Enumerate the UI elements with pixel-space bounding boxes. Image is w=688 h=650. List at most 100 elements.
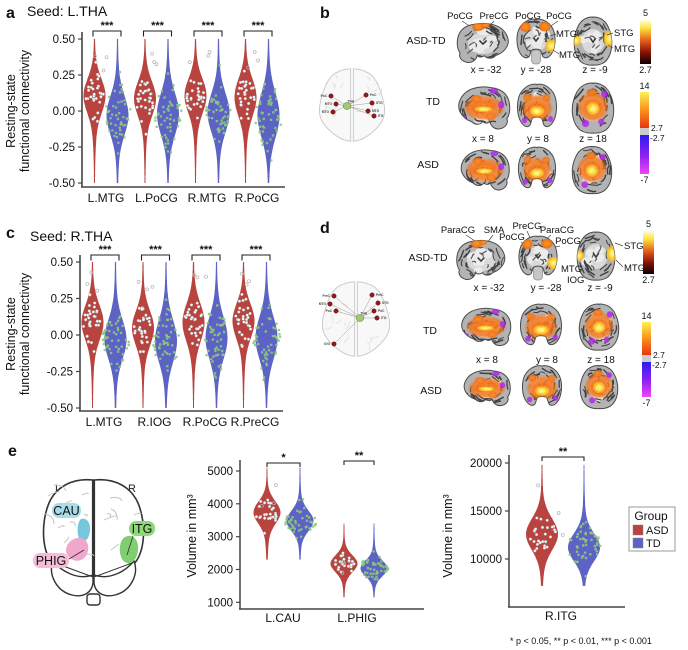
svg-text:L: L [55, 483, 61, 495]
svg-text:MTG: MTG [561, 264, 582, 275]
svg-text:STG: STG [376, 101, 383, 105]
svg-text:y = -28: y = -28 [521, 65, 552, 76]
svg-text:SMA: SMA [484, 225, 505, 236]
svg-text:x = 8: x = 8 [476, 355, 498, 366]
svg-text:5: 5 [646, 219, 651, 229]
svg-text:2.7: 2.7 [639, 65, 652, 75]
svg-text:x = -32: x = -32 [474, 283, 505, 294]
svg-text:R.PreCG: R.PreCG [231, 415, 280, 429]
svg-text:PoC: PoC [321, 94, 328, 98]
svg-text:2000: 2000 [207, 565, 233, 577]
svg-text:5000: 5000 [207, 466, 233, 478]
svg-text:***: *** [250, 244, 264, 256]
svg-text:0.00: 0.00 [53, 106, 75, 118]
svg-text:PoCG: PoCG [515, 11, 541, 22]
svg-text:b: b [320, 5, 330, 22]
svg-text:IOG: IOG [567, 275, 584, 286]
svg-text:MTG: MTG [325, 102, 333, 106]
svg-text:PreC: PreC [323, 294, 331, 298]
svg-text:ParaCG: ParaCG [540, 225, 574, 236]
svg-text:*: * [281, 452, 286, 464]
svg-text:2.7: 2.7 [653, 350, 665, 360]
svg-text:TD: TD [426, 96, 440, 108]
svg-text:5: 5 [643, 8, 648, 18]
svg-text:-0.50: -0.50 [49, 178, 75, 190]
svg-text:d: d [320, 220, 330, 237]
svg-text:STG: STG [382, 301, 389, 305]
svg-text:2.7: 2.7 [642, 275, 655, 285]
svg-text:MTG: MTG [319, 302, 327, 306]
svg-text:e: e [8, 443, 17, 460]
svg-text:ITG: ITG [132, 522, 153, 536]
svg-text:PreCG: PreCG [512, 221, 541, 232]
svg-text:0.50: 0.50 [53, 34, 75, 46]
svg-text:R.PoCG: R.PoCG [183, 415, 228, 429]
svg-text:ITG: ITG [378, 114, 384, 118]
svg-text:***: *** [101, 20, 115, 32]
svg-text:* p < 0.05, ** p < 0.01, *** p: * p < 0.05, ** p < 0.01, *** p < 0.001 [510, 636, 652, 646]
svg-text:PreCG: PreCG [479, 11, 508, 22]
svg-text:z = -9: z = -9 [582, 65, 608, 76]
svg-text:z = -9: z = -9 [587, 283, 613, 294]
svg-text:x = 8: x = 8 [472, 134, 494, 145]
svg-text:PoCG: PoCG [447, 11, 473, 22]
svg-text:MTG: MTG [556, 29, 577, 40]
svg-text:y = 8: y = 8 [536, 355, 558, 366]
svg-text:TD: TD [646, 538, 661, 550]
svg-text:CAU: CAU [53, 504, 79, 518]
svg-text:4000: 4000 [207, 499, 233, 511]
svg-text:IOG: IOG [324, 342, 330, 346]
svg-text:THA: THA [361, 312, 368, 316]
svg-text:PoCG: PoCG [546, 11, 572, 22]
svg-text:ParaCG: ParaCG [441, 225, 475, 236]
svg-text:1000: 1000 [207, 597, 233, 609]
svg-text:PoCG: PoCG [499, 232, 525, 243]
svg-text:R.ITG: R.ITG [545, 609, 577, 623]
svg-text:MTG: MTG [322, 110, 330, 114]
svg-text:R.IOG: R.IOG [137, 415, 171, 429]
svg-text:functional connectivity: functional connectivity [18, 272, 32, 395]
svg-text:L.MTG: L.MTG [88, 191, 125, 205]
svg-text:Resting-state: Resting-state [4, 74, 18, 148]
svg-text:14: 14 [639, 81, 649, 91]
svg-text:PoC: PoC [370, 93, 377, 97]
svg-text:ASD-TD: ASD-TD [406, 35, 446, 47]
svg-text:***: *** [151, 20, 165, 32]
svg-text:Seed: R.THA: Seed: R.THA [30, 228, 113, 244]
svg-text:c: c [6, 225, 15, 242]
svg-text:***: *** [252, 20, 266, 32]
svg-text:-2.7: -2.7 [650, 133, 665, 143]
svg-text:20000: 20000 [470, 458, 502, 470]
svg-text:L.PoCG: L.PoCG [135, 191, 178, 205]
svg-text:MTG: MTG [372, 109, 380, 113]
svg-text:***: *** [202, 20, 216, 32]
svg-text:0.25: 0.25 [53, 70, 75, 82]
svg-text:MTG: MTG [624, 263, 645, 274]
svg-text:R: R [128, 483, 136, 495]
svg-text:ASD: ASD [417, 159, 439, 171]
svg-text:ASD-TD: ASD-TD [408, 252, 448, 264]
svg-text:***: *** [200, 244, 214, 256]
svg-text:0.50: 0.50 [51, 257, 73, 269]
svg-text:2.7: 2.7 [651, 123, 663, 133]
svg-text:MTG: MTG [559, 50, 580, 61]
svg-text:***: *** [99, 244, 113, 256]
svg-text:STG: STG [624, 241, 644, 252]
svg-text:-0.50: -0.50 [47, 403, 73, 415]
svg-text:a: a [6, 5, 15, 22]
svg-text:THA: THA [348, 100, 355, 104]
svg-text:Resting-state: Resting-state [4, 297, 18, 371]
svg-text:MTG: MTG [614, 44, 635, 55]
svg-text:PoC: PoC [378, 309, 385, 313]
svg-text:L.PHIG: L.PHIG [337, 611, 376, 625]
svg-text:**: ** [559, 446, 568, 458]
svg-text:functional connectivity: functional connectivity [18, 49, 32, 172]
svg-text:15000: 15000 [470, 506, 502, 518]
svg-text:10000: 10000 [470, 554, 502, 566]
svg-text:0.00: 0.00 [51, 330, 73, 342]
svg-text:Group: Group [634, 509, 668, 523]
svg-text:y = -28: y = -28 [531, 283, 562, 294]
svg-text:-7: -7 [642, 398, 650, 408]
svg-text:-7: -7 [640, 175, 648, 185]
svg-text:ASD: ASD [420, 385, 442, 397]
